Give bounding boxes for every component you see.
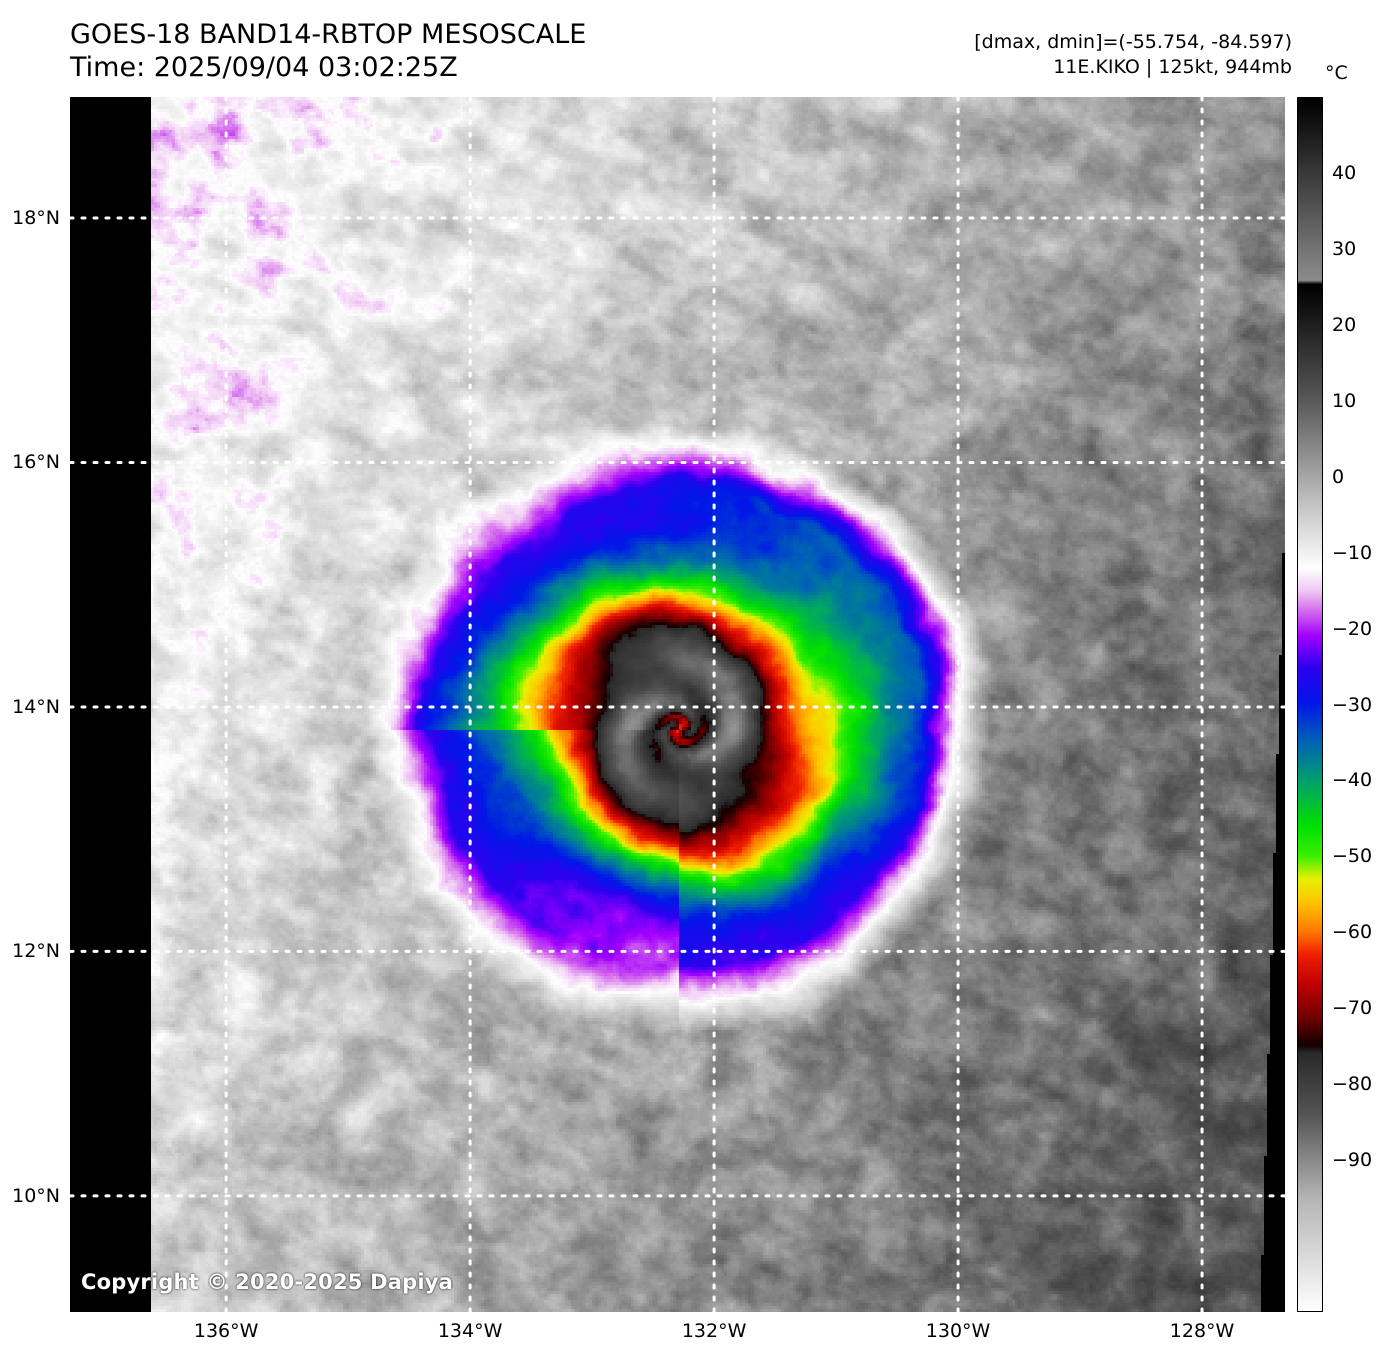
colorbar-tick-0: 40 (1332, 161, 1357, 184)
colorbar-tick-8: −40 (1332, 769, 1373, 792)
colorbar-tick-1: 30 (1332, 237, 1357, 260)
lat-tick-3: 12°N (12, 940, 60, 963)
colorbar-tick-11: −70 (1332, 997, 1373, 1020)
lon-tick-0: 136°W (193, 1320, 259, 1342)
colorbar-tick-10: −60 (1332, 921, 1373, 944)
lon-tick-1: 134°W (437, 1320, 503, 1342)
colorbar-tick-9: −50 (1332, 845, 1373, 868)
header-title-block: GOES-18 BAND14-RBTOP MESOSCALE Time: 202… (70, 18, 586, 84)
page-title: GOES-18 BAND14-RBTOP MESOSCALE (70, 19, 587, 50)
satellite-image-plot[interactable]: Copyright © 2020-2025 Dapiya (70, 97, 1285, 1312)
colorbar-tick-7: −30 (1332, 693, 1373, 716)
colorbar-tick-12: −80 (1332, 1073, 1373, 1096)
colorbar-tick-13: −90 (1332, 1149, 1373, 1172)
data-minmax-label: [dmax, dmin]=(-55.754, -84.597) (974, 31, 1292, 53)
colorbar-tick-3: 10 (1332, 389, 1357, 412)
colorbar-gradient (1298, 98, 1322, 1311)
colorbar-unit-label: °C (1325, 62, 1348, 84)
header-metadata-block: [dmax, dmin]=(-55.754, -84.597) 11E.KIKO… (974, 30, 1292, 80)
lat-lon-grid-overlay (70, 97, 1285, 1312)
colorbar-tick-5: −10 (1332, 541, 1373, 564)
lat-tick-2: 14°N (12, 695, 60, 718)
colorbar-tick-6: −20 (1332, 617, 1373, 640)
copyright-notice: Copyright © 2020-2025 Dapiya (81, 1270, 453, 1294)
timestamp-label: Time: 2025/09/04 03:02:25Z (70, 52, 458, 83)
lat-tick-1: 16°N (12, 451, 60, 474)
lat-tick-0: 18°N (12, 207, 60, 229)
lon-tick-3: 130°W (925, 1320, 991, 1342)
lat-tick-4: 10°N (12, 1184, 60, 1207)
lon-tick-2: 132°W (681, 1320, 747, 1342)
satellite-imagery-canvas (70, 97, 1285, 1312)
colorbar-tick-4: 0 (1332, 465, 1345, 488)
storm-info-label: 11E.KIKO | 125kt, 944mb (1053, 56, 1292, 78)
colorbar-tick-2: 20 (1332, 313, 1357, 336)
temperature-colorbar[interactable] (1297, 97, 1323, 1312)
lon-tick-4: 128°W (1169, 1320, 1235, 1342)
